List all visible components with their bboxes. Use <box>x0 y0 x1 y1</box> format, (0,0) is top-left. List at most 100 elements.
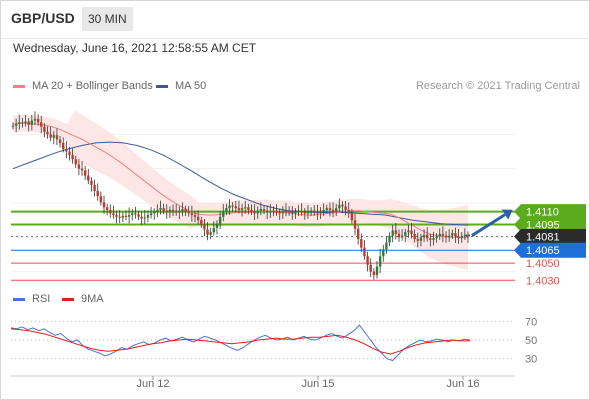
candle-body <box>278 212 281 214</box>
candle-body <box>118 216 121 218</box>
candle-body <box>460 236 463 239</box>
forecast-arrow-shaft <box>471 213 506 237</box>
candle-body <box>190 213 194 216</box>
candle-body <box>49 134 52 138</box>
candle-body <box>360 239 363 248</box>
candle-body <box>127 215 131 217</box>
rsi-tick-label: 70 <box>525 316 537 328</box>
level-label-resistance: 1.4095 <box>526 219 560 231</box>
candle-body <box>184 209 187 212</box>
candle-body <box>90 180 93 185</box>
candle-body <box>46 131 49 135</box>
candle-body <box>40 122 43 127</box>
candle-body <box>347 209 350 214</box>
candle-body <box>21 122 24 124</box>
candle-body <box>372 271 376 276</box>
rsi-ma-line <box>10 328 470 355</box>
level-tag-shape <box>514 204 586 220</box>
candle-body <box>77 164 81 169</box>
candle-body <box>275 210 278 213</box>
candle-body <box>253 211 256 214</box>
candle-body <box>269 211 272 213</box>
candle-body <box>385 242 388 250</box>
candle-body <box>444 235 448 238</box>
candle-body <box>83 170 87 176</box>
candle-body <box>30 120 34 125</box>
candle-body <box>426 234 429 239</box>
candle-body <box>74 159 77 165</box>
candle-body <box>96 191 99 197</box>
rsi-swatch <box>13 297 25 301</box>
candle-body <box>309 210 313 212</box>
candle-body <box>193 215 197 217</box>
candle-body <box>134 213 137 215</box>
candle-body <box>200 220 203 225</box>
candle-body <box>404 232 407 236</box>
candle-body <box>325 208 328 210</box>
candle-body <box>432 238 435 240</box>
level-tag-current: 1.4081 <box>514 229 586 244</box>
candle-body <box>159 208 162 210</box>
candle-body <box>102 202 106 208</box>
candle-body <box>112 213 115 216</box>
level-tag-shape <box>514 216 586 232</box>
candle-body <box>397 233 401 238</box>
candle-body <box>466 234 470 237</box>
ma50-legend-label: MA 50 <box>175 80 207 92</box>
candle-body <box>181 209 184 211</box>
candle-body <box>319 211 322 214</box>
candle-body <box>394 230 398 234</box>
candle-body <box>178 210 181 213</box>
ma20-legend-label: MA 20 + Bollinger Bands <box>32 80 153 92</box>
candle-body <box>165 210 168 213</box>
level-tag-shape <box>514 242 586 258</box>
candle-body <box>240 208 244 210</box>
candle-body <box>391 230 394 236</box>
candle-body <box>58 139 62 143</box>
candle-body <box>429 238 432 240</box>
candle-body <box>231 205 234 207</box>
candle-body <box>341 204 344 207</box>
candle-body <box>215 223 219 228</box>
candle-body <box>303 212 307 214</box>
candle-body <box>212 227 216 233</box>
x-axis-tick-label: Jun 15 <box>301 378 334 390</box>
timeframe-button[interactable]: 30 MIN <box>82 7 133 31</box>
rsi-tick-label: 50 <box>525 335 537 347</box>
level-tag-resistance: 1.4110 <box>514 204 586 220</box>
chart-datetime: Wednesday, June 16, 2021 12:58:55 AM CET <box>13 41 257 55</box>
candle-body <box>109 209 112 214</box>
candle-body <box>234 206 237 209</box>
level-tag-resistance: 1.4095 <box>514 216 586 232</box>
candle-body <box>237 208 241 210</box>
level-tag-shape <box>514 229 586 244</box>
candle-body <box>451 233 454 236</box>
candle-body <box>454 233 457 237</box>
candle-body <box>218 216 222 224</box>
candle-body <box>203 224 206 230</box>
ma50-legend: MA 50 <box>156 80 206 92</box>
candle-body <box>162 208 165 211</box>
rsi-line <box>10 324 471 362</box>
candle-body <box>350 213 354 221</box>
candle-body <box>306 211 310 214</box>
candle-body <box>369 264 372 272</box>
candle-body <box>71 154 74 160</box>
candle-body <box>137 214 140 217</box>
candle-body <box>52 135 55 138</box>
candle-body <box>363 247 366 257</box>
x-axis-tick-label: Jun 12 <box>136 378 169 390</box>
level-label-current: 1.4081 <box>526 232 560 244</box>
top-bar: GBP/USD 30 MIN <box>0 0 590 39</box>
candle-body <box>344 206 347 210</box>
candle-body <box>447 235 451 238</box>
candle-body <box>115 215 118 217</box>
ma50-line <box>12 141 469 226</box>
ma50-swatch <box>156 84 168 88</box>
bollinger-band <box>13 110 468 270</box>
level-label-resistance: 1.4110 <box>526 207 559 219</box>
candle-body <box>146 215 150 218</box>
candle-body <box>322 209 325 212</box>
candle-body <box>228 205 231 209</box>
candle-body <box>328 208 332 210</box>
